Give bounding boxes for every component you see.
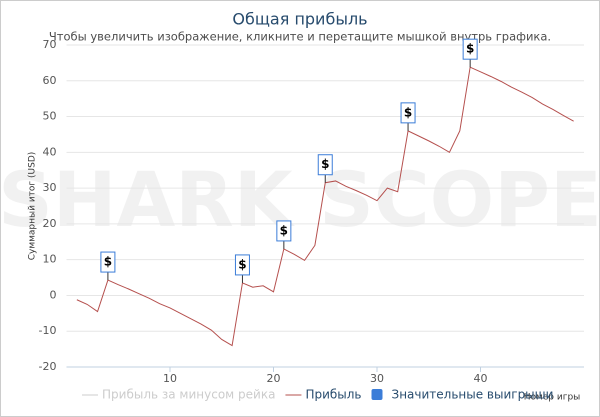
legend-label: Значительные выигрыши xyxy=(392,388,554,402)
watermark: SHARK SCOPE xyxy=(0,155,600,244)
flag-label: $ xyxy=(280,223,288,237)
flag-box xyxy=(234,254,250,276)
legend-item[interactable]: Прибыль за минусом рейка xyxy=(82,388,275,402)
flag: $ xyxy=(276,220,292,249)
chart-title: Общая прибыль xyxy=(232,10,367,29)
flag-box xyxy=(100,251,116,273)
flag: $ xyxy=(100,251,116,281)
x-tick-label: 40 xyxy=(474,372,488,385)
flag: $ xyxy=(317,154,333,183)
y-tick-label: 0 xyxy=(50,288,57,301)
flag-label: $ xyxy=(238,257,246,271)
y-tick-label: 60 xyxy=(43,74,57,87)
legend-symbol xyxy=(371,389,383,400)
legend-label: Прибыль xyxy=(305,388,361,402)
y-tick-label: 40 xyxy=(43,145,57,158)
y-tick-label: 20 xyxy=(43,217,57,230)
flag-box xyxy=(462,38,478,60)
flag-box xyxy=(400,102,416,124)
flag: $ xyxy=(462,38,478,68)
flag: $ xyxy=(400,102,416,131)
flag-box xyxy=(276,220,292,242)
y-tick-label: -20 xyxy=(39,360,57,373)
legend-item[interactable]: Значительные выигрыши xyxy=(371,388,554,402)
y-axis-label: Суммарный итог (USD) xyxy=(28,152,38,261)
flag-label: $ xyxy=(104,255,112,269)
x-axis-label: Номер игры xyxy=(524,393,581,403)
y-tick-label: 30 xyxy=(43,181,57,194)
y-tick-label: 10 xyxy=(43,253,57,266)
x-tick-label: 20 xyxy=(267,372,281,385)
flag-label: $ xyxy=(404,105,412,119)
flag-label: $ xyxy=(321,157,329,171)
chart-subtitle: Чтобы увеличить изображение, кликните и … xyxy=(49,30,551,44)
flag-box xyxy=(317,154,333,176)
legend-label: Прибыль за минусом рейка xyxy=(102,388,275,402)
legend-item[interactable]: Прибыль xyxy=(285,388,362,402)
x-tick-label: 30 xyxy=(370,372,384,385)
y-tick-label: -10 xyxy=(39,324,57,337)
flag-label: $ xyxy=(466,42,474,56)
flag: $ xyxy=(234,254,250,283)
x-tick-label: 10 xyxy=(163,372,177,385)
y-tick-label: 50 xyxy=(43,110,57,123)
y-tick-label: 70 xyxy=(43,38,57,51)
